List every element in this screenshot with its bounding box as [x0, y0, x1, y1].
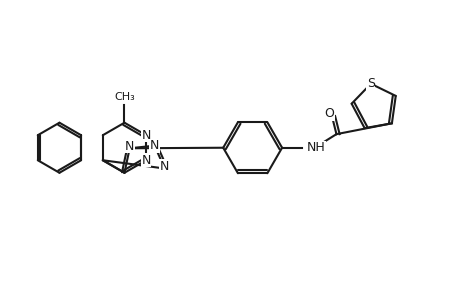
Text: NH: NH: [306, 141, 325, 154]
Text: N: N: [160, 160, 169, 173]
Text: CH₃: CH₃: [114, 92, 134, 102]
Text: S: S: [366, 77, 374, 90]
Text: N: N: [141, 129, 151, 142]
Text: N: N: [150, 139, 159, 152]
Text: N: N: [141, 154, 151, 167]
Text: N: N: [125, 140, 134, 152]
Text: O: O: [324, 107, 334, 120]
